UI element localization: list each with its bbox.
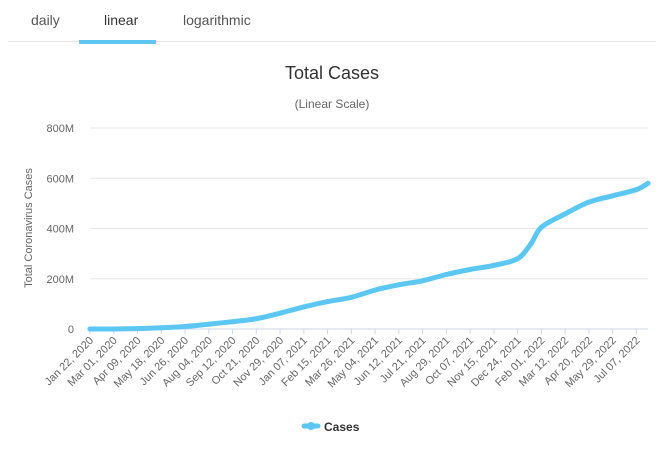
cases-data-point[interactable]	[325, 299, 331, 305]
chart-title: Total Cases	[285, 63, 379, 83]
cases-series-line[interactable]	[87, 180, 651, 332]
cases-data-point[interactable]	[562, 211, 568, 217]
cases-data-point[interactable]	[206, 321, 212, 327]
cases-data-point[interactable]	[87, 326, 93, 332]
chart-mode-tabs: daily linear logarithmic	[0, 0, 664, 44]
tab-daily[interactable]: daily	[31, 12, 60, 28]
grid-lines	[90, 127, 648, 330]
active-tab-indicator	[79, 40, 156, 44]
tab-logarithmic[interactable]: logarithmic	[183, 12, 251, 28]
legend[interactable]: Cases	[301, 420, 360, 434]
tab-linear[interactable]: linear	[104, 12, 139, 28]
y-tick-label: 600M	[46, 173, 74, 185]
cases-data-point[interactable]	[230, 319, 236, 325]
cases-data-point[interactable]	[645, 180, 651, 186]
total-cases-chart: Total Cases (Linear Scale) Total Coronav…	[23, 63, 651, 434]
cases-data-point[interactable]	[420, 278, 426, 284]
chart-subtitle: (Linear Scale)	[295, 97, 370, 111]
cases-data-point[interactable]	[633, 187, 639, 193]
legend-marker-icon[interactable]	[307, 422, 315, 430]
cases-data-point[interactable]	[348, 294, 354, 300]
cases-data-point[interactable]	[182, 323, 188, 329]
y-tick-label: 200M	[46, 274, 74, 286]
cases-data-point[interactable]	[277, 310, 283, 316]
cases-data-point[interactable]	[135, 326, 141, 332]
cases-data-point[interactable]	[111, 326, 117, 332]
cases-data-point[interactable]	[443, 271, 449, 277]
legend-label-cases[interactable]: Cases	[324, 420, 360, 434]
cases-data-point[interactable]	[538, 224, 544, 230]
tabs-divider	[8, 41, 656, 42]
cases-data-point[interactable]	[301, 304, 307, 310]
y-tick-label: 400M	[46, 224, 74, 236]
cases-data-point[interactable]	[586, 199, 592, 205]
cases-data-point[interactable]	[372, 287, 378, 293]
y-axis-label: Total Coronavirus Cases	[23, 168, 35, 288]
cases-data-point[interactable]	[515, 256, 521, 262]
y-tick-label: 0	[68, 324, 74, 336]
cases-data-point[interactable]	[491, 262, 497, 268]
cases-data-point[interactable]	[253, 316, 259, 322]
y-tick-label: 800M	[46, 123, 74, 135]
cases-data-point[interactable]	[396, 282, 402, 288]
cases-data-point[interactable]	[610, 193, 616, 199]
cases-data-point[interactable]	[158, 325, 164, 331]
plot-area	[87, 180, 651, 332]
y-axis-ticks: 0 200M 400M 600M 800M	[46, 123, 74, 336]
cases-data-point[interactable]	[528, 241, 534, 247]
cases-data-point[interactable]	[467, 266, 473, 272]
